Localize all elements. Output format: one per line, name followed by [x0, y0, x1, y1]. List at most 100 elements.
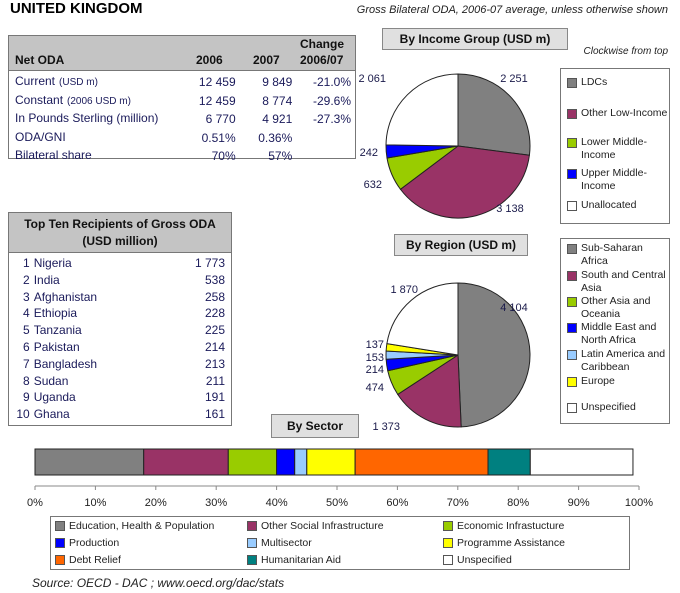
legend-item: Sub-Saharan Africa [567, 242, 671, 267]
legend-swatch [567, 244, 577, 254]
recipient-name: Ghana [33, 407, 70, 422]
pie-value-label: 474 [366, 382, 384, 394]
pie-slice [399, 145, 530, 219]
recipient-value: 213 [204, 356, 225, 371]
net-oda-change: -27.3% [312, 112, 351, 126]
pie-value-label: 1 373 [372, 421, 400, 433]
net-oda-header: Net ODA 2006 2007 Change 2006/07 [9, 36, 355, 71]
sector-x-tick-label: 10% [84, 497, 106, 509]
net-oda-row-label: Current (USD m) [13, 73, 175, 92]
legend-swatch [567, 297, 577, 307]
recipient-name: Afghanistan [33, 289, 98, 304]
top-recipients-table: Top Ten Recipients of Gross ODA (USD mil… [8, 212, 232, 426]
net-oda-value-2007: 57% [268, 149, 293, 163]
net-oda-head-2007: 2007 [253, 53, 280, 67]
legend-label: Lower Middle-Income [581, 136, 647, 161]
net-oda-change [294, 129, 353, 148]
net-oda-change: -29.6% [312, 93, 351, 108]
sector-x-tick-label: 0% [27, 497, 43, 509]
pie-value-label: 214 [366, 364, 384, 376]
sector-legend-label: Economic Infrastucture [457, 520, 565, 532]
top-recipients-rows: 1 Nigeria 1 773 2 India 538 3 Afghanistan 258 4 Et… [13, 255, 227, 423]
recipient-rank: 7 [23, 356, 30, 371]
net-oda-row: Constant (2006 USD m) 12 459 8 774 -29.6% [13, 92, 353, 111]
net-oda-table: Net ODA 2006 2007 Change 2006/07 Current… [8, 35, 356, 163]
sector-legend-swatch [55, 555, 65, 565]
legend-label: Unspecified [581, 401, 636, 413]
legend-item: South and Central Asia [567, 269, 671, 294]
net-oda-head-2006: 2006 [196, 53, 223, 67]
recipient-value: 1 773 [194, 256, 225, 270]
region-legend: Sub-Saharan Africa South and Central Asia… [560, 238, 670, 424]
sector-legend-item: Education, Health & Population [55, 520, 214, 532]
recipient-row: 5 Tanzania 225 [13, 322, 227, 339]
net-oda-change [294, 147, 353, 166]
legend-swatch [567, 78, 577, 88]
pie-value-label: 153 [366, 352, 384, 364]
recipient-name: Pakistan [33, 339, 80, 354]
legend-item: Europe [567, 375, 671, 388]
net-oda-row: Current (USD m) 12 459 9 849 -21.0% [13, 73, 353, 92]
net-oda-value-2006: 6 770 [205, 112, 236, 126]
sector-x-tick-label: 70% [447, 497, 469, 509]
legend-item: Middle East and North Africa [567, 321, 671, 346]
net-oda-row-label: Constant (2006 USD m) [13, 92, 175, 111]
top-recipients-header: Top Ten Recipients of Gross ODA (USD mil… [9, 213, 231, 253]
page-subtitle: Gross Bilateral ODA, 2006-07 average, un… [356, 4, 668, 16]
recipient-value: 211 [205, 373, 225, 388]
recipient-rank: 5 [23, 323, 30, 338]
sector-legend-label: Programme Assistance [457, 537, 565, 549]
sector-x-tick-label: 100% [625, 497, 653, 509]
sector-bar-segment [227, 448, 278, 476]
page-title: UNITED KINGDOM [10, 0, 143, 17]
sector-legend-swatch [443, 538, 453, 548]
net-oda-rows: Current (USD m) 12 459 9 849 -21.0% Constant(… [13, 73, 353, 166]
sector-legend-swatch [247, 538, 257, 548]
pie-value-label: 3 138 [496, 203, 524, 215]
recipient-row: 3 Afghanistan 258 [13, 289, 227, 306]
top-recipients-title: Top Ten Recipients of Gross ODA [24, 217, 216, 231]
legend-item: Other Low-Income [567, 107, 671, 120]
sector-bar-segment [354, 448, 489, 476]
sector-bar-segment [294, 448, 308, 476]
recipient-value: 214 [204, 339, 225, 354]
sector-x-tick-label: 30% [205, 497, 227, 509]
pie-value-label: 632 [364, 179, 382, 191]
legend-label: Other Low-Income [581, 107, 668, 119]
sector-bar-segment [143, 448, 229, 476]
recipient-rank: 8 [23, 373, 30, 388]
legend-item: Other Asia and Oceania [567, 295, 671, 320]
pie-slice [385, 73, 459, 147]
pie-value-label: 137 [366, 339, 384, 351]
sector-legend-item: Economic Infrastucture [443, 520, 564, 532]
net-oda-change: -21.0% [312, 75, 351, 89]
legend-label: Unallocated [581, 199, 637, 211]
net-oda-row-label: Bilateral share [13, 147, 175, 166]
income-legend: LDCs Other Low-Income Lower Middle-Income U… [560, 68, 670, 224]
sector-legend-swatch [55, 521, 65, 531]
pie-value-label: 1 870 [390, 284, 418, 296]
recipient-row: 9 Uganda 191 [13, 389, 227, 406]
legend-label: Latin America and Caribbean [581, 348, 666, 373]
sector-bar-segment [34, 448, 145, 476]
net-oda-value-2007: 8 774 [262, 93, 293, 108]
legend-item: Upper Middle-Income [567, 167, 671, 192]
recipient-name: Sudan [33, 373, 69, 388]
net-oda-row: ODA/GNI 0.51% 0.36% [13, 129, 353, 148]
recipient-rank: 9 [23, 390, 30, 405]
sector-legend-swatch [443, 521, 453, 531]
pie-slice [397, 354, 462, 428]
sector-x-tick-label: 90% [568, 497, 590, 509]
sector-legend-label: Production [69, 537, 120, 549]
region-chart-title: By Region (USD m) [394, 234, 528, 256]
legend-swatch [567, 271, 577, 281]
sector-legend-swatch [247, 555, 257, 565]
net-oda-value-2006: 12 459 [198, 93, 236, 108]
pie-value-label: 242 [360, 147, 378, 159]
recipient-row: 7 Bangladesh 213 [13, 356, 227, 373]
sector-legend-swatch [55, 538, 65, 548]
net-oda-row-name: ODA/GNI [15, 129, 66, 144]
legend-label: South and Central Asia [581, 269, 666, 294]
clockwise-note: Clockwise from top [583, 46, 668, 57]
